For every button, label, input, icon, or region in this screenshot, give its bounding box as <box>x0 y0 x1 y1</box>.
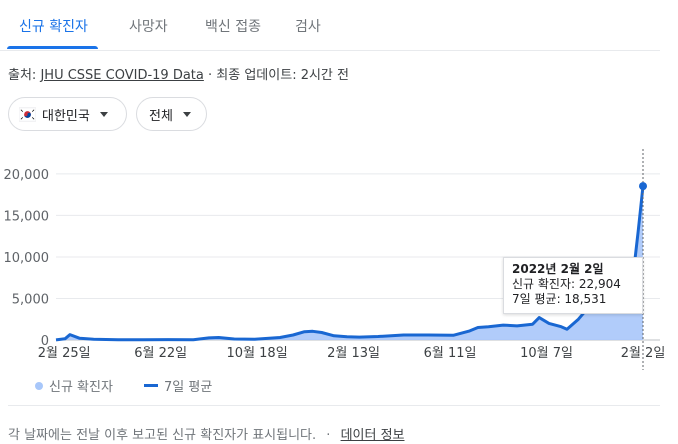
tab-bar: 신규 확진자 사망자 백신 접종 검사 <box>0 0 660 51</box>
tooltip-date: 2022년 2월 2일 <box>512 262 604 276</box>
legend-bars: 신규 확진자 <box>35 376 113 395</box>
country-label: 대한민국 <box>42 108 90 124</box>
y-tick-label: 0 <box>41 334 49 349</box>
data-info-link[interactable]: 데이터 정보 <box>340 428 405 443</box>
data-source-line: 출처: JHU CSSE COVID-19 Data · 최종 업데이트: 2시… <box>8 64 349 83</box>
hover-point <box>639 182 647 191</box>
footer-separator: · <box>326 428 331 443</box>
x-tick-label: 6월 22일 <box>134 346 187 361</box>
last-updated: 최종 업데이트: 2시간 전 <box>216 68 349 83</box>
tab-testing[interactable]: 검사 <box>295 19 321 35</box>
legend-line-icon <box>144 384 158 387</box>
region-label: 전체 <box>149 108 173 124</box>
south-korea-flag-icon <box>19 107 36 121</box>
legend-line: 7일 평균 <box>144 376 212 395</box>
x-tick-label: 6월 11일 <box>424 346 477 361</box>
chevron-down-icon <box>99 111 108 117</box>
x-tick-label: 10월 18일 <box>227 346 288 361</box>
chevron-down-icon <box>182 111 191 117</box>
region-dropdown[interactable]: 전체 <box>136 97 207 131</box>
legend-bars-label: 신규 확진자 <box>49 380 113 395</box>
footer-divider <box>8 405 660 406</box>
y-tick-label: 15,000 <box>4 209 50 224</box>
footer-text: 각 날짜에는 전날 이후 보고된 신규 확진자가 표시됩니다. <box>8 428 317 443</box>
legend-dot-icon <box>35 381 43 390</box>
x-tick-label: 2월 25일 <box>38 346 91 361</box>
tooltip-cases: 신규 확진자: 22,904 <box>512 277 621 291</box>
tab-deaths[interactable]: 사망자 <box>129 19 168 35</box>
tab-vaccinations[interactable]: 백신 접종 <box>205 19 261 35</box>
x-tick-label: 10월 7일 <box>520 346 573 361</box>
source-link[interactable]: JHU CSSE COVID-19 Data <box>40 68 204 83</box>
chart-tooltip: 2022년 2월 2일 신규 확진자: 22,904 7일 평균: 18,531 <box>503 257 643 314</box>
y-tick-label: 5,000 <box>12 292 49 307</box>
source-prefix: 출처: <box>8 68 37 83</box>
tab-new-cases[interactable]: 신규 확진자 <box>19 19 88 35</box>
source-separator: · <box>208 68 213 83</box>
active-tab-indicator <box>7 46 98 49</box>
new-cases-area <box>56 186 643 340</box>
footer-note: 각 날짜에는 전날 이후 보고된 신규 확진자가 표시됩니다. · 데이터 정보 <box>8 424 405 443</box>
y-tick-label: 10,000 <box>4 251 50 266</box>
x-tick-label: 2월 2일 <box>621 346 666 361</box>
tooltip-average: 7일 평균: 18,531 <box>512 292 607 306</box>
country-dropdown[interactable]: 대한민국 <box>8 97 127 131</box>
x-tick-label: 2월 13일 <box>327 346 380 361</box>
cases-chart[interactable]: 0 5,000 10,000 15,000 20,000 2월 25일 6월 22일 10월 … <box>0 140 678 370</box>
legend-line-label: 7일 평균 <box>164 380 213 395</box>
y-tick-label: 20,000 <box>4 168 50 183</box>
